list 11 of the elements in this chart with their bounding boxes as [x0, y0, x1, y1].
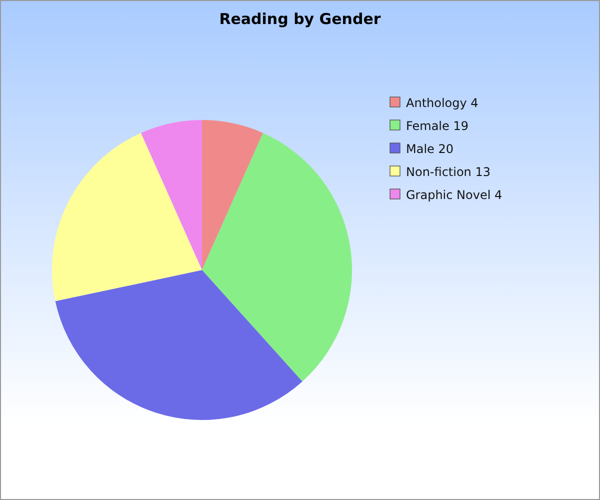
legend-label: Graphic Novel 4: [406, 188, 502, 202]
legend-label: Non-fiction 13: [406, 165, 490, 179]
pie-slice: [52, 132, 202, 302]
pie-slice: [202, 132, 352, 382]
pie-slice: [202, 120, 264, 270]
legend-label: Female 19: [406, 119, 468, 133]
legend-label: Male 20: [406, 142, 454, 156]
chart-title: Reading by Gender: [219, 10, 382, 28]
legend-label: Anthology 4: [406, 96, 478, 110]
pie-slice: [55, 270, 302, 420]
pie-slice: [140, 120, 202, 270]
